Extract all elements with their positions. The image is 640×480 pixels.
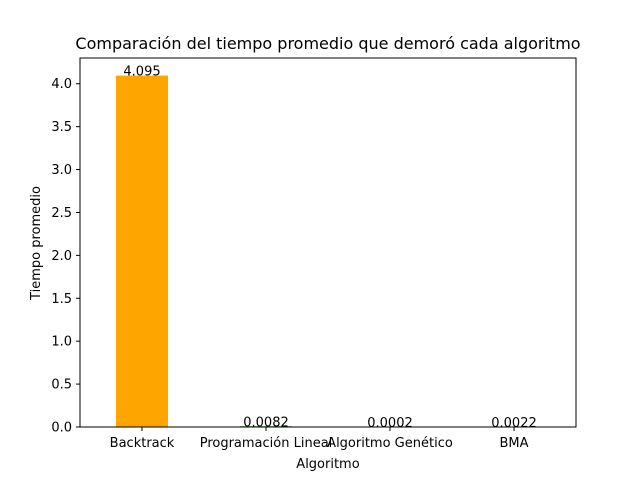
x-tick-label: Algoritmo Genético bbox=[327, 436, 453, 451]
x-tick-label: Backtrack bbox=[110, 436, 175, 451]
data-label: 4.095 bbox=[123, 65, 160, 80]
y-tick-label: 1.0 bbox=[51, 335, 72, 350]
y-tick-label: 3.5 bbox=[51, 120, 72, 135]
x-tick-label: Programación Lineal bbox=[200, 436, 333, 451]
data-label: 0.0082 bbox=[243, 415, 289, 430]
y-axis-label: Tiempo promedio bbox=[29, 186, 44, 301]
y-tick-label: 4.0 bbox=[51, 77, 72, 92]
y-tick-label: 2.0 bbox=[51, 249, 72, 264]
y-tick-label: 1.5 bbox=[51, 292, 72, 307]
y-tick-label: 3.0 bbox=[51, 163, 72, 178]
plot-frame bbox=[79, 57, 577, 428]
x-axis-label: Algoritmo bbox=[296, 457, 359, 472]
plot-area: 0.0 0.5 1.0 1.5 2.0 2.5 3.0 3.5 4.0 Backtrack 4.09… bbox=[51, 65, 541, 451]
bar bbox=[115, 75, 169, 427]
data-label: 0.0002 bbox=[367, 416, 413, 431]
chart-title: Comparación del tiempo promedio que demo… bbox=[75, 34, 580, 53]
data-label: 0.0022 bbox=[491, 416, 537, 431]
y-tick-label: 0.0 bbox=[51, 421, 72, 436]
y-tick-label: 2.5 bbox=[51, 206, 72, 221]
x-tick-label: BMA bbox=[499, 436, 528, 451]
y-tick-label: 0.5 bbox=[51, 378, 72, 393]
